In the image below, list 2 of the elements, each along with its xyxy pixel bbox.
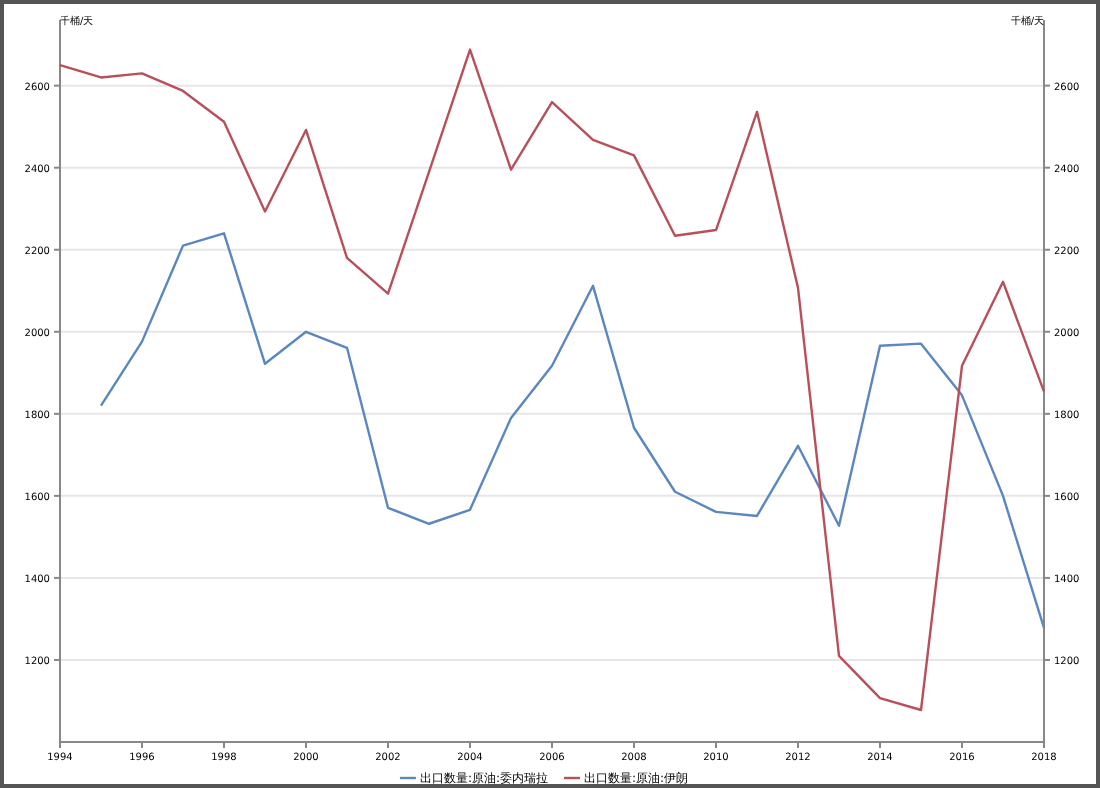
line-series (99, 232, 1046, 630)
line-series (58, 48, 1046, 712)
